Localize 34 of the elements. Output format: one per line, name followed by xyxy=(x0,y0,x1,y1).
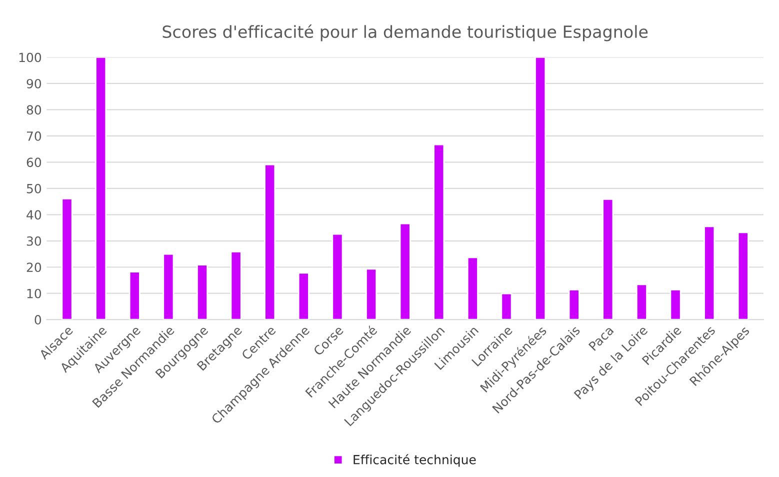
bar xyxy=(298,272,310,320)
y-tick-label: 50 xyxy=(26,184,42,194)
y-tick-label: 80 xyxy=(26,105,42,115)
bar xyxy=(332,233,344,320)
legend-label: Efficacité technique xyxy=(354,454,476,467)
bar xyxy=(366,268,378,320)
bar xyxy=(230,250,242,320)
y-tick-label: 30 xyxy=(26,236,42,246)
bar xyxy=(568,288,580,320)
y-tick-label: 90 xyxy=(26,78,42,88)
bar xyxy=(162,253,174,320)
bar xyxy=(602,198,614,320)
y-tick-label: 10 xyxy=(27,288,42,298)
bar xyxy=(670,288,682,320)
y-tick-label: 60 xyxy=(26,158,42,168)
y-tick-label: 0 xyxy=(34,315,42,325)
bar xyxy=(466,256,478,320)
y-tick-label: 70 xyxy=(27,131,42,141)
chart-title: Scores d'efficacité pour la demande touristique Espagnole xyxy=(162,24,648,42)
bar xyxy=(500,292,512,320)
bar xyxy=(61,198,73,320)
y-tick-label: 20 xyxy=(26,262,42,272)
bar xyxy=(433,144,445,320)
bar xyxy=(636,284,648,320)
bar xyxy=(196,264,208,320)
bar xyxy=(95,57,107,320)
bar xyxy=(264,164,276,320)
bar xyxy=(704,226,716,320)
y-tick-label: 100 xyxy=(19,52,42,62)
y-tick-label: 40 xyxy=(26,210,42,220)
bar xyxy=(534,57,546,320)
bar xyxy=(399,222,411,320)
bar xyxy=(128,271,140,320)
bar xyxy=(737,232,749,320)
